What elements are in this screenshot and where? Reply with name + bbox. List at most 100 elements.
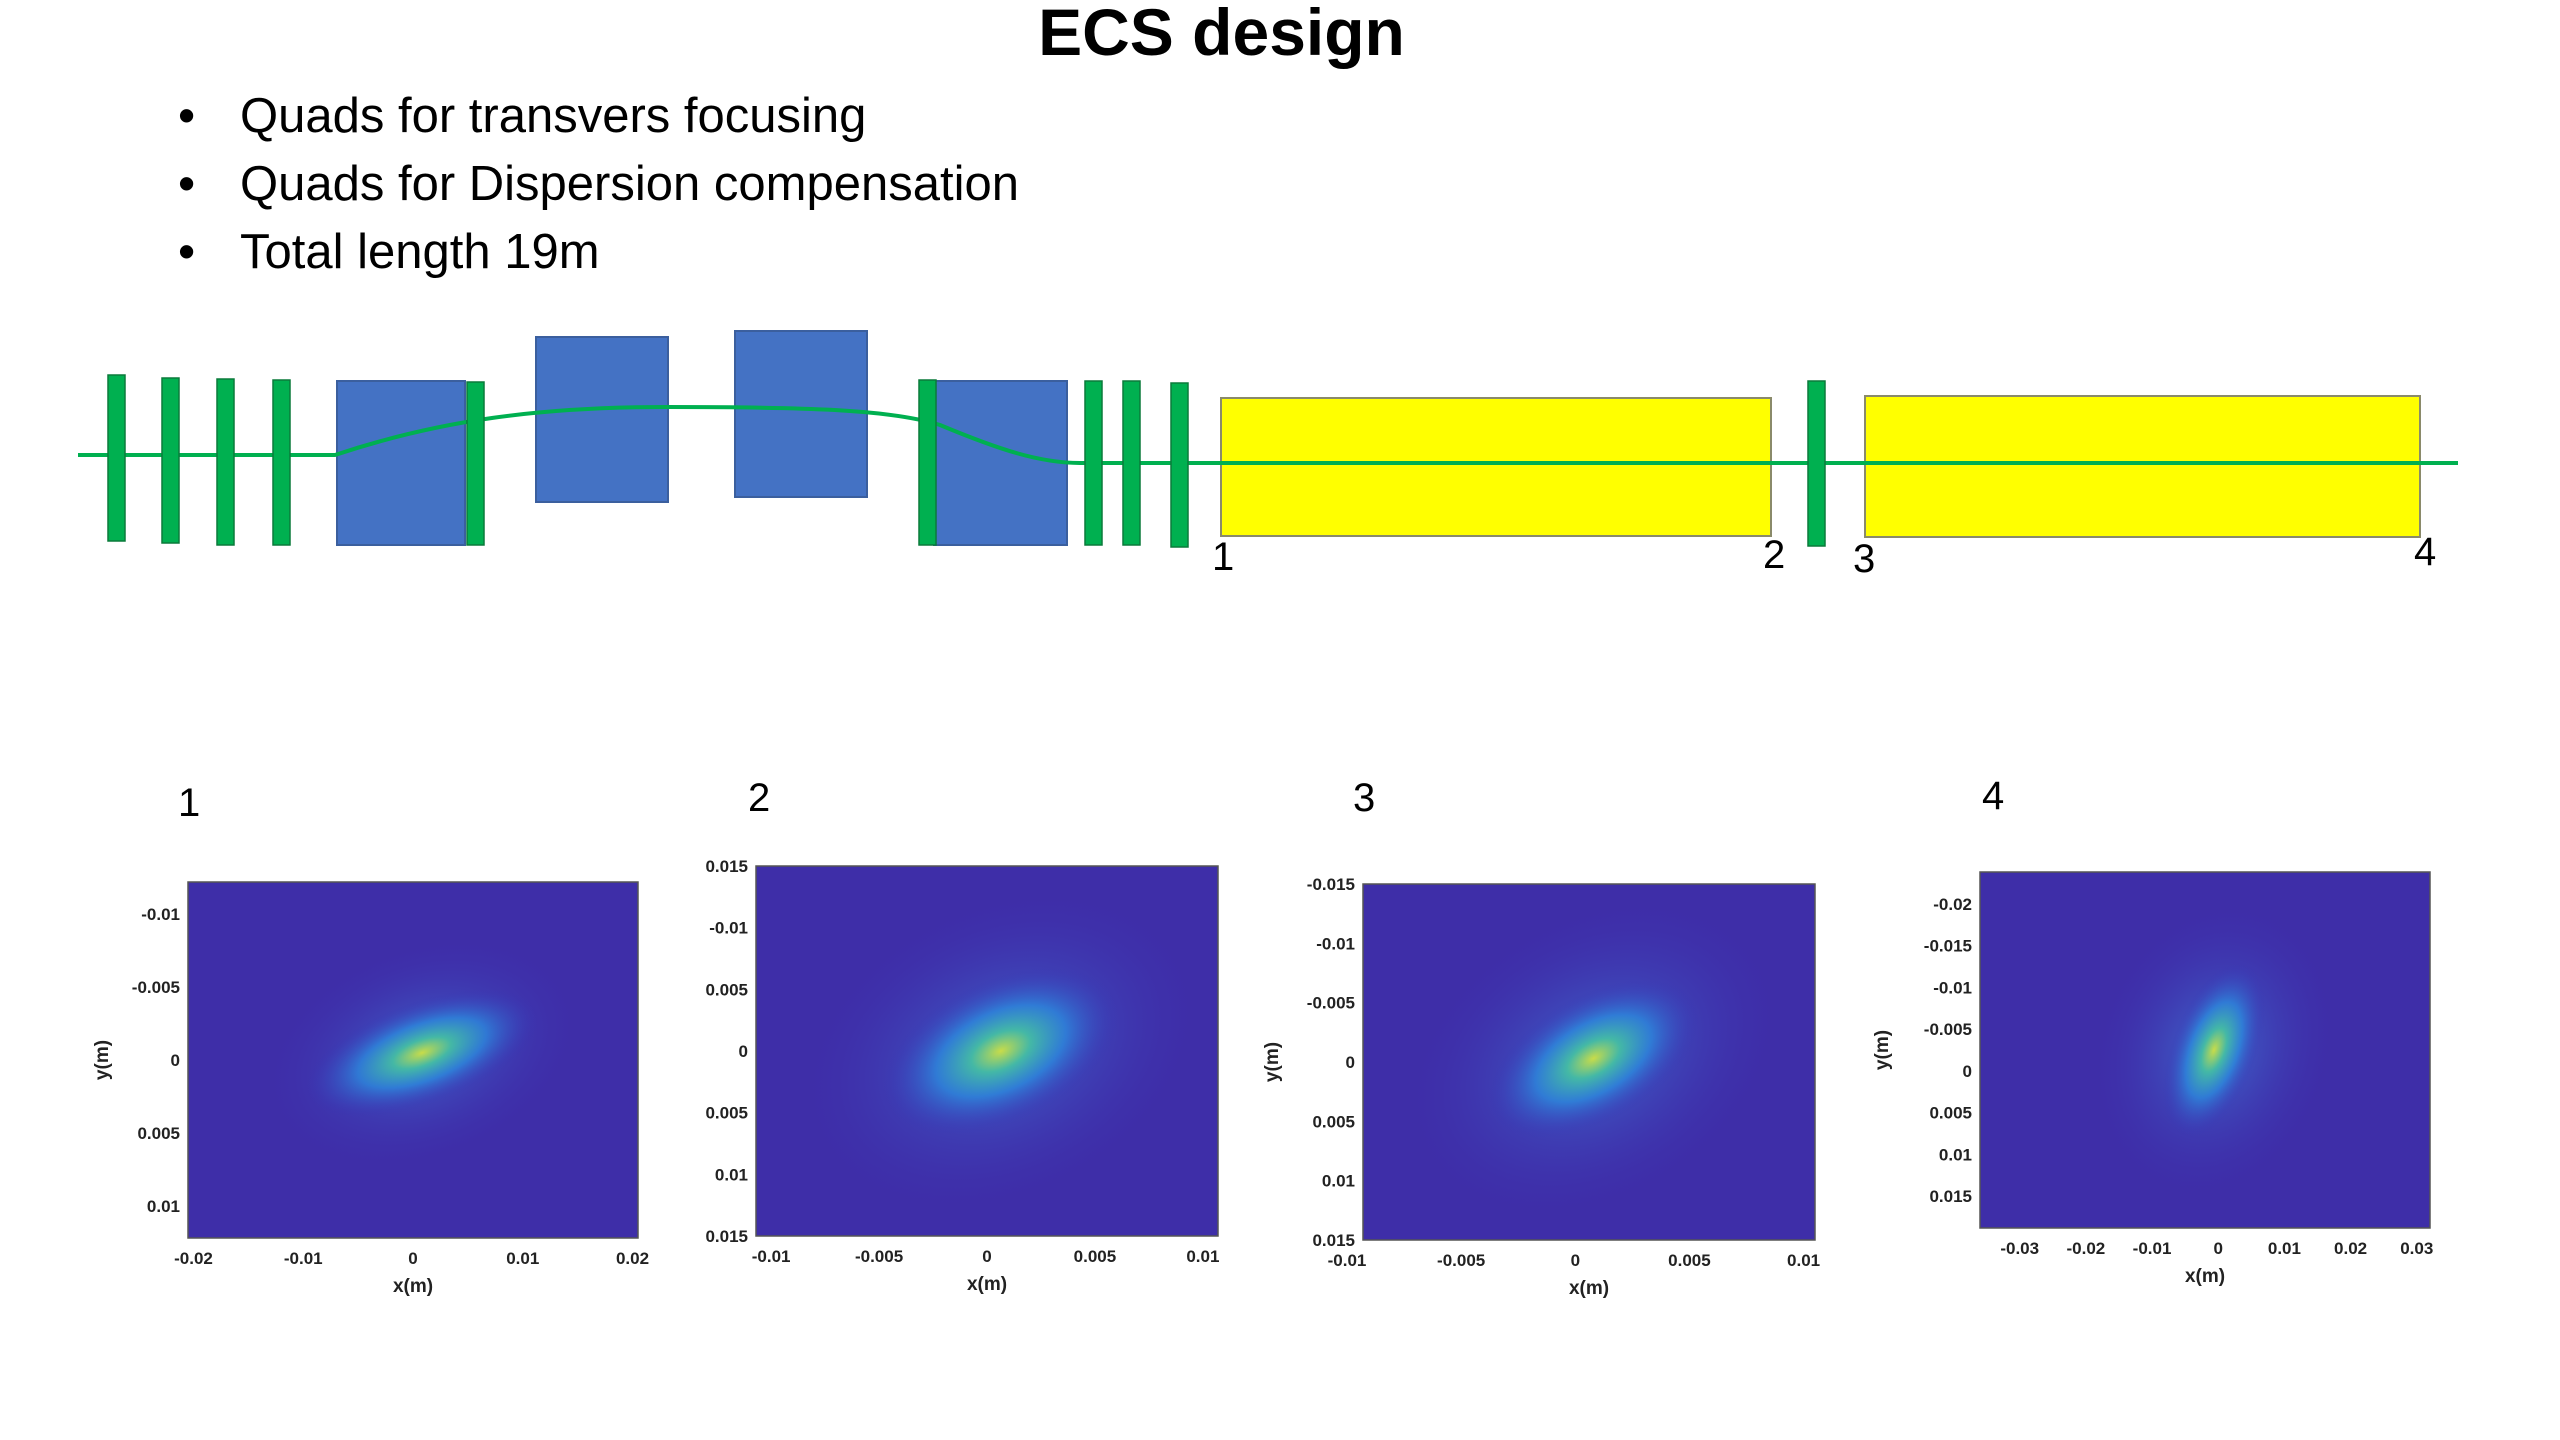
position-marker-2: 2: [1763, 533, 1785, 577]
quadrupole-magnet: [107, 374, 126, 542]
quadrupole-magnet: [1122, 380, 1141, 546]
x-axis-label: x(m): [967, 1274, 1007, 1295]
y-tick-label: -0.015: [1307, 875, 1355, 894]
quadrupole-magnet: [1084, 380, 1103, 546]
bullet-text: Total length 19m: [240, 225, 600, 279]
x-tick-label: 0: [982, 1247, 991, 1266]
y-tick-label: 0.015: [705, 858, 748, 876]
x-tick-label: -0.02: [174, 1249, 213, 1268]
y-tick-label: 0.015: [1929, 1187, 1972, 1206]
y-tick-label: -0.01: [709, 919, 748, 938]
phase-space-plot-4: -0.03 -0.02 -0.01 0 0.01 0.02 0.03 -0.02 -0.015 -…: [1872, 871, 2433, 1287]
beam-density-core: [883, 967, 1119, 1135]
bullet-text: Quads for transvers focusing: [240, 89, 867, 143]
bullet-list: • Quads for transvers focusing • Quads for…: [178, 82, 1019, 286]
beam-density-core: [1488, 979, 1699, 1138]
y-tick-label: 0.015: [1312, 1231, 1355, 1250]
x-tick-label: 0.03: [2400, 1239, 2433, 1258]
y-tick-label: -0.01: [1933, 978, 1972, 997]
y-tick-label: 0: [171, 1051, 180, 1070]
y-tick-label: -0.01: [1316, 934, 1355, 953]
bullet-item: • Quads for Dispersion compensation: [178, 150, 1019, 218]
y-tick-label: 0.01: [715, 1165, 748, 1184]
x-tick-label: -0.01: [2133, 1239, 2172, 1258]
y-tick-label: 0.005: [137, 1124, 180, 1143]
x-tick-label: -0.03: [2000, 1239, 2039, 1258]
bullet-glyph: •: [178, 157, 196, 211]
solenoid: [1220, 397, 1772, 537]
x-tick-label: 0.02: [2334, 1239, 2367, 1258]
phase-space-plot-3: -0.01 -0.005 0 0.005 0.01 -0.015 -0.01 -0.005 0 0…: [1262, 875, 1820, 1299]
beam-trajectory: [78, 404, 2458, 465]
slide-title: ECS design: [1038, 0, 1405, 69]
y-tick-label: 0.01: [1322, 1172, 1355, 1191]
y-tick-label: -0.005: [1307, 994, 1355, 1013]
x-tick-label: 0: [1571, 1251, 1580, 1270]
quadrupole-magnet: [1170, 382, 1189, 548]
solenoid: [1864, 395, 2421, 538]
x-tick-label: -0.01: [284, 1249, 323, 1268]
y-tick-label: 0.005: [1312, 1112, 1355, 1131]
y-tick-label: -0.01: [141, 905, 180, 924]
y-tick-label: 0: [739, 1042, 748, 1061]
x-tick-label: 0.01: [2268, 1239, 2301, 1258]
x-axis-label: x(m): [393, 1276, 433, 1297]
y-tick-label: 0.01: [147, 1197, 180, 1216]
dipole-magnet: [535, 336, 669, 503]
x-tick-label: 0.005: [1074, 1247, 1117, 1266]
x-axis-label: x(m): [1569, 1278, 1609, 1299]
position-marker-3: 3: [1853, 537, 1875, 581]
y-tick-label: -0.02: [1933, 895, 1972, 914]
plot-label-3: 3: [1353, 776, 1376, 820]
x-tick-label: 0.01: [506, 1249, 539, 1268]
x-tick-label: 0.02: [616, 1249, 649, 1268]
quadrupole-magnet: [1807, 380, 1826, 547]
x-tick-label: -0.01: [752, 1247, 791, 1266]
dipole-magnet: [933, 380, 1068, 546]
position-marker-1: 1: [1212, 535, 1234, 579]
y-tick-label: -0.005: [1924, 1020, 1972, 1039]
phase-space-plot-2: -0.01 -0.005 0 0.005 0.010.015-0.010.00500.0…: [705, 858, 1219, 1295]
bullet-item: • Quads for transvers focusing: [178, 82, 1019, 150]
quadrupole-magnet: [272, 379, 291, 546]
y-tick-label: -0.015: [1924, 937, 1972, 956]
x-tick-label: -0.005: [855, 1247, 903, 1266]
bullet-text: Quads for Dispersion compensation: [240, 157, 1019, 211]
quadrupole-magnet: [216, 378, 235, 546]
y-tick-label: 0: [1346, 1053, 1355, 1072]
position-marker-4: 4: [2414, 530, 2436, 574]
bullet-glyph: •: [178, 89, 196, 143]
y-tick-label: 0: [1963, 1062, 1972, 1081]
beam-density-core: [305, 989, 539, 1117]
beamline-diagram: 1 2 3 4: [78, 330, 2458, 581]
y-tick-label: 0.005: [705, 980, 748, 999]
quadrupole-magnet: [466, 381, 485, 546]
bullet-glyph: •: [178, 225, 196, 279]
quadrupole-magnet: [161, 377, 180, 544]
plot-label-2: 2: [748, 776, 771, 820]
x-tick-label: -0.005: [1437, 1251, 1485, 1270]
dipole-magnet: [336, 380, 466, 546]
y-tick-label: 0.01: [1939, 1145, 1972, 1164]
x-tick-label: 0.01: [1186, 1247, 1219, 1266]
phase-space-plot-1: -0.02 -0.01 0 0.01 0.02 -0.01 -0.005 0 0.005 0.01…: [92, 881, 649, 1297]
x-axis-label: x(m): [2185, 1266, 2225, 1287]
x-tick-label: 0.01: [1787, 1251, 1820, 1270]
y-tick-label: 0.005: [705, 1104, 748, 1123]
y-axis-label: y(m): [1262, 1042, 1283, 1082]
beam-density-core: [2162, 963, 2266, 1137]
quadrupole-magnet: [918, 379, 937, 546]
plot-label-4: 4: [1982, 774, 2005, 818]
y-axis-label: y(m): [1872, 1030, 1893, 1070]
x-tick-label: 0.005: [1668, 1251, 1711, 1270]
y-tick-label: -0.005: [132, 978, 180, 997]
bullet-item: • Total length 19m: [178, 218, 1019, 286]
x-tick-label: -0.01: [1328, 1251, 1367, 1270]
y-tick-label: 0.015: [705, 1227, 748, 1246]
plot-label-1: 1: [178, 781, 201, 825]
x-tick-label: 0: [408, 1249, 417, 1268]
y-axis-label: y(m): [92, 1040, 113, 1080]
y-tick-label: 0.005: [1929, 1104, 1972, 1123]
x-tick-label: -0.02: [2067, 1239, 2106, 1258]
x-tick-label: 0: [2214, 1239, 2223, 1258]
